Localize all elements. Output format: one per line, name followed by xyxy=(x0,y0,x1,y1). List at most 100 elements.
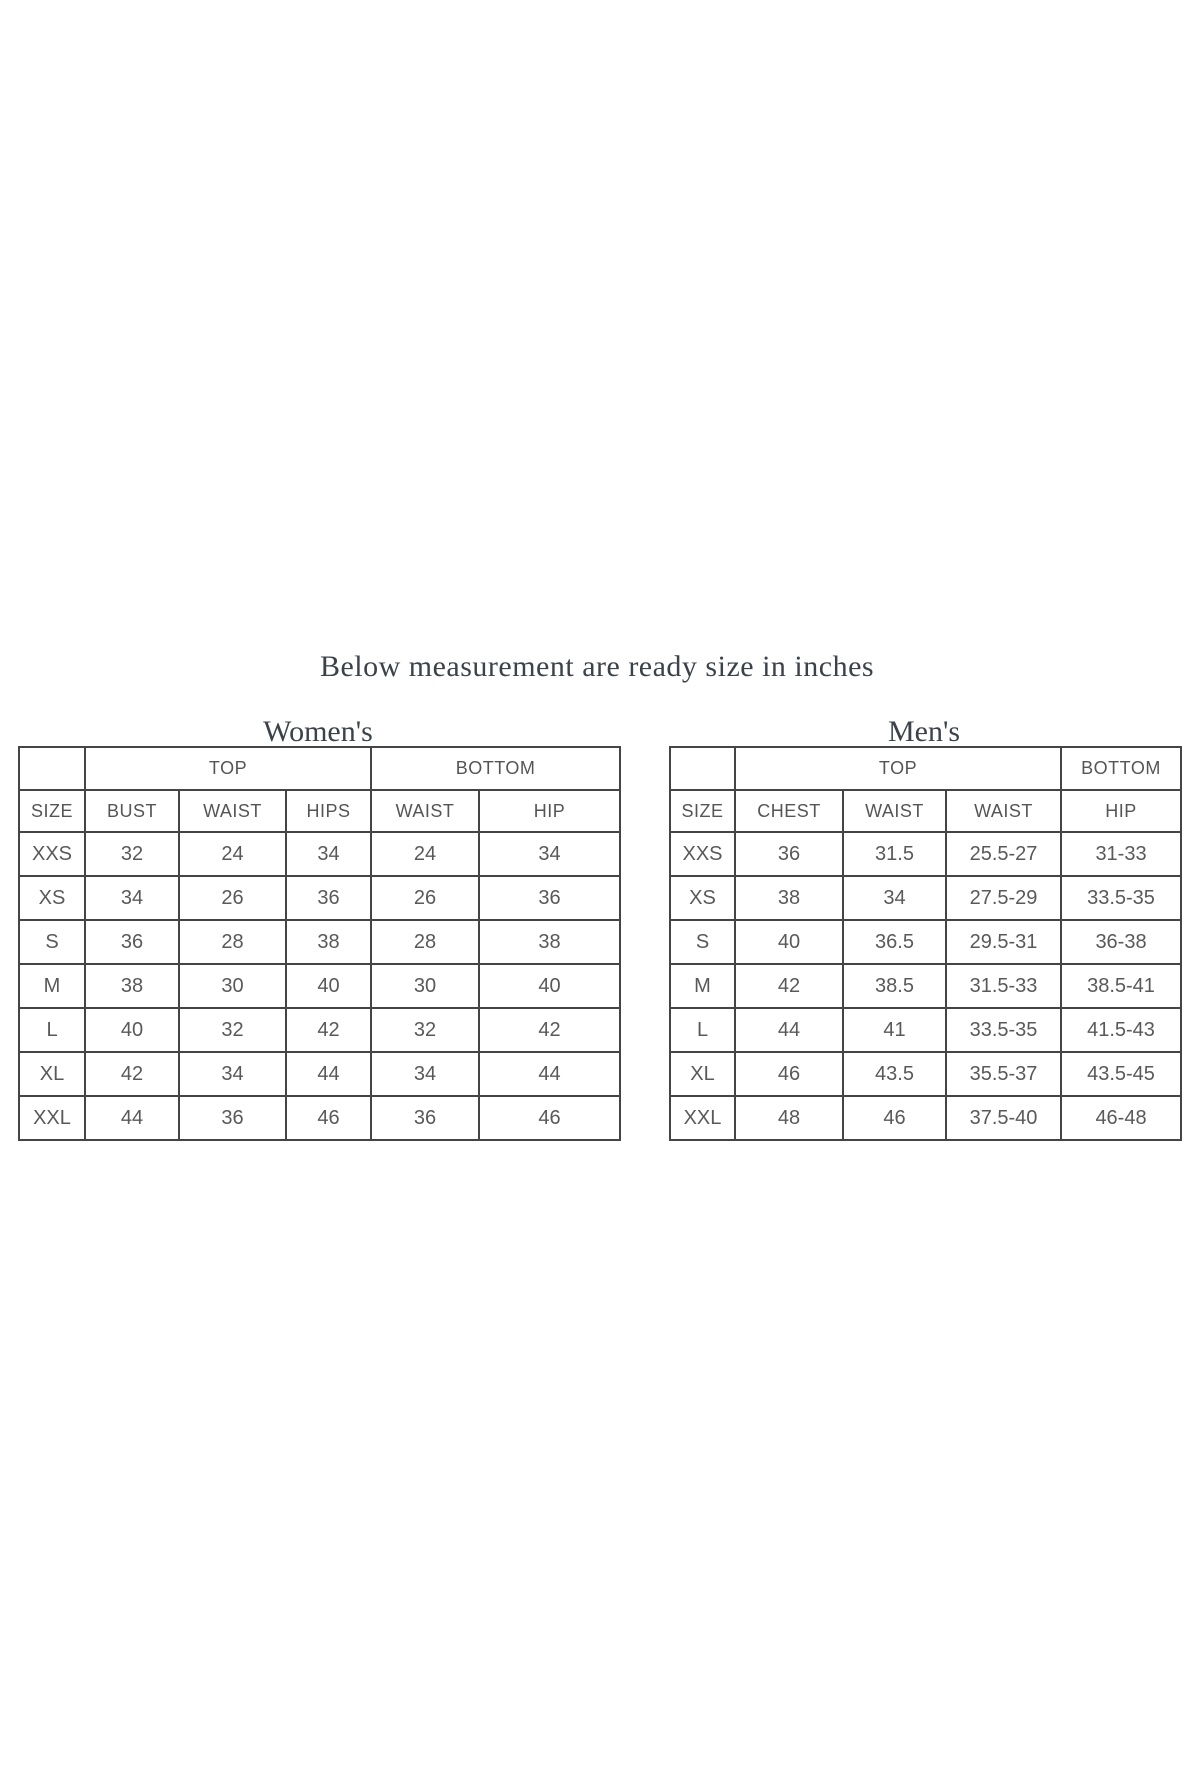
measurement-cell: 36 xyxy=(84,919,180,965)
measurement-cell: 38.5-41 xyxy=(1060,963,1183,1009)
measurement-cell: 42 xyxy=(734,963,844,1009)
measurement-cell: 46 xyxy=(734,1051,844,1097)
column-header-waist-top: WAIST xyxy=(178,789,287,833)
measurement-cell: 27.5-29 xyxy=(944,875,1063,921)
measurement-cell: 29.5-31 xyxy=(944,919,1063,965)
measurement-cell: 34 xyxy=(84,875,180,921)
measurement-cell: 38 xyxy=(734,875,844,921)
mens-corner-cell xyxy=(669,746,736,791)
measurement-cell: 43.5 xyxy=(842,1051,947,1097)
measurement-cell: 38 xyxy=(84,963,180,1009)
womens-size-table: TOP BOTTOM SIZE BUST WAIST HIPS WAIST HI… xyxy=(18,746,622,1141)
measurement-cell: 41.5-43 xyxy=(1060,1007,1183,1053)
measurement-cell: 38.5 xyxy=(842,963,947,1009)
table-row: S 40 36.5 29.5-31 36-38 xyxy=(669,919,1183,965)
table-row: L 44 41 33.5-35 41.5-43 xyxy=(669,1007,1183,1053)
womens-top-group-label: TOP xyxy=(83,746,373,791)
measurement-cell: 31-33 xyxy=(1060,831,1183,877)
womens-section-heading: Women's xyxy=(263,714,373,748)
measurement-cell: 34 xyxy=(284,831,373,877)
measurement-cell: 35.5-37 xyxy=(944,1051,1063,1097)
measurement-cell: 44 xyxy=(284,1051,373,1097)
measurement-cell: 26 xyxy=(178,875,287,921)
size-label-cell: XXS xyxy=(669,831,736,877)
measurement-cell: 48 xyxy=(734,1095,844,1141)
measurement-cell: 42 xyxy=(478,1007,622,1053)
mens-column-header-row: SIZE CHEST WAIST WAIST HIP xyxy=(669,789,1183,833)
size-label-cell: XL xyxy=(669,1051,736,1097)
size-label-cell: M xyxy=(18,963,86,1009)
measurement-cell: 31.5-33 xyxy=(944,963,1063,1009)
page-title: Below measurement are ready size in inch… xyxy=(319,650,875,684)
mens-group-header-row: TOP BOTTOM xyxy=(669,746,1183,791)
column-header-hips: HIPS xyxy=(284,789,373,833)
measurement-cell: 44 xyxy=(84,1095,180,1141)
column-header-waist-bottom: WAIST xyxy=(944,789,1063,833)
table-row: XS 38 34 27.5-29 33.5-35 xyxy=(669,875,1183,921)
table-row: L 40 32 42 32 42 xyxy=(18,1007,622,1053)
measurement-cell: 41 xyxy=(842,1007,947,1053)
measurement-cell: 36 xyxy=(478,875,622,921)
size-label-cell: M xyxy=(669,963,736,1009)
measurement-cell: 36 xyxy=(284,875,373,921)
table-row: XXS 32 24 34 24 34 xyxy=(18,831,622,877)
measurement-cell: 30 xyxy=(370,963,481,1009)
size-label-cell: XXL xyxy=(18,1095,86,1141)
measurement-cell: 34 xyxy=(370,1051,481,1097)
measurement-cell: 34 xyxy=(842,875,947,921)
measurement-cell: 36-38 xyxy=(1060,919,1183,965)
measurement-cell: 38 xyxy=(284,919,373,965)
column-header-chest: CHEST xyxy=(734,789,844,833)
column-header-waist-top: WAIST xyxy=(842,789,947,833)
size-label-cell: XS xyxy=(18,875,86,921)
measurement-cell: 42 xyxy=(284,1007,373,1053)
column-header-waist-bottom: WAIST xyxy=(370,789,481,833)
table-row: M 42 38.5 31.5-33 38.5-41 xyxy=(669,963,1183,1009)
measurement-cell: 30 xyxy=(178,963,287,1009)
womens-corner-cell xyxy=(18,746,86,791)
size-label-cell: XXL xyxy=(669,1095,736,1141)
measurement-cell: 36 xyxy=(370,1095,481,1141)
size-label-cell: XS xyxy=(669,875,736,921)
table-row: XS 34 26 36 26 36 xyxy=(18,875,622,921)
table-row: XL 42 34 44 34 44 xyxy=(18,1051,622,1097)
size-label-cell: S xyxy=(18,919,86,965)
measurement-cell: 46 xyxy=(478,1095,622,1141)
measurement-cell: 24 xyxy=(178,831,287,877)
measurement-cell: 28 xyxy=(178,919,287,965)
table-row: M 38 30 40 30 40 xyxy=(18,963,622,1009)
measurement-cell: 43.5-45 xyxy=(1060,1051,1183,1097)
size-label-cell: L xyxy=(18,1007,86,1053)
table-row: XXS 36 31.5 25.5-27 31-33 xyxy=(669,831,1183,877)
measurement-cell: 44 xyxy=(478,1051,622,1097)
measurement-cell: 33.5-35 xyxy=(1060,875,1183,921)
mens-section-heading: Men's xyxy=(887,714,961,748)
measurement-cell: 40 xyxy=(284,963,373,1009)
size-label-cell: XXS xyxy=(18,831,86,877)
table-row: S 36 28 38 28 38 xyxy=(18,919,622,965)
measurement-cell: 25.5-27 xyxy=(944,831,1063,877)
column-header-size: SIZE xyxy=(18,789,86,833)
measurement-cell: 38 xyxy=(478,919,622,965)
measurement-cell: 32 xyxy=(178,1007,287,1053)
table-row: XXL 44 36 46 36 46 xyxy=(18,1095,622,1141)
measurement-cell: 36 xyxy=(734,831,844,877)
measurement-cell: 46-48 xyxy=(1060,1095,1183,1141)
measurement-cell: 36.5 xyxy=(842,919,947,965)
womens-column-header-row: SIZE BUST WAIST HIPS WAIST HIP xyxy=(18,789,622,833)
size-label-cell: XL xyxy=(18,1051,86,1097)
measurement-cell: 36 xyxy=(178,1095,287,1141)
column-header-size: SIZE xyxy=(669,789,736,833)
table-row: XL 46 43.5 35.5-37 43.5-45 xyxy=(669,1051,1183,1097)
measurement-cell: 37.5-40 xyxy=(944,1095,1063,1141)
measurement-cell: 32 xyxy=(84,831,180,877)
mens-table-body: XXS 36 31.5 25.5-27 31-33 XS 38 34 27.5-29 33.5-3… xyxy=(669,831,1183,1141)
table-row: XXL 48 46 37.5-40 46-48 xyxy=(669,1095,1183,1141)
column-header-hip: HIP xyxy=(1060,789,1183,833)
measurement-cell: 24 xyxy=(370,831,481,877)
measurement-cell: 32 xyxy=(370,1007,481,1053)
measurement-cell: 40 xyxy=(84,1007,180,1053)
measurement-cell: 46 xyxy=(842,1095,947,1141)
measurement-cell: 46 xyxy=(284,1095,373,1141)
mens-size-table: TOP BOTTOM SIZE CHEST WAIST WAIST HIP XX… xyxy=(669,746,1183,1141)
